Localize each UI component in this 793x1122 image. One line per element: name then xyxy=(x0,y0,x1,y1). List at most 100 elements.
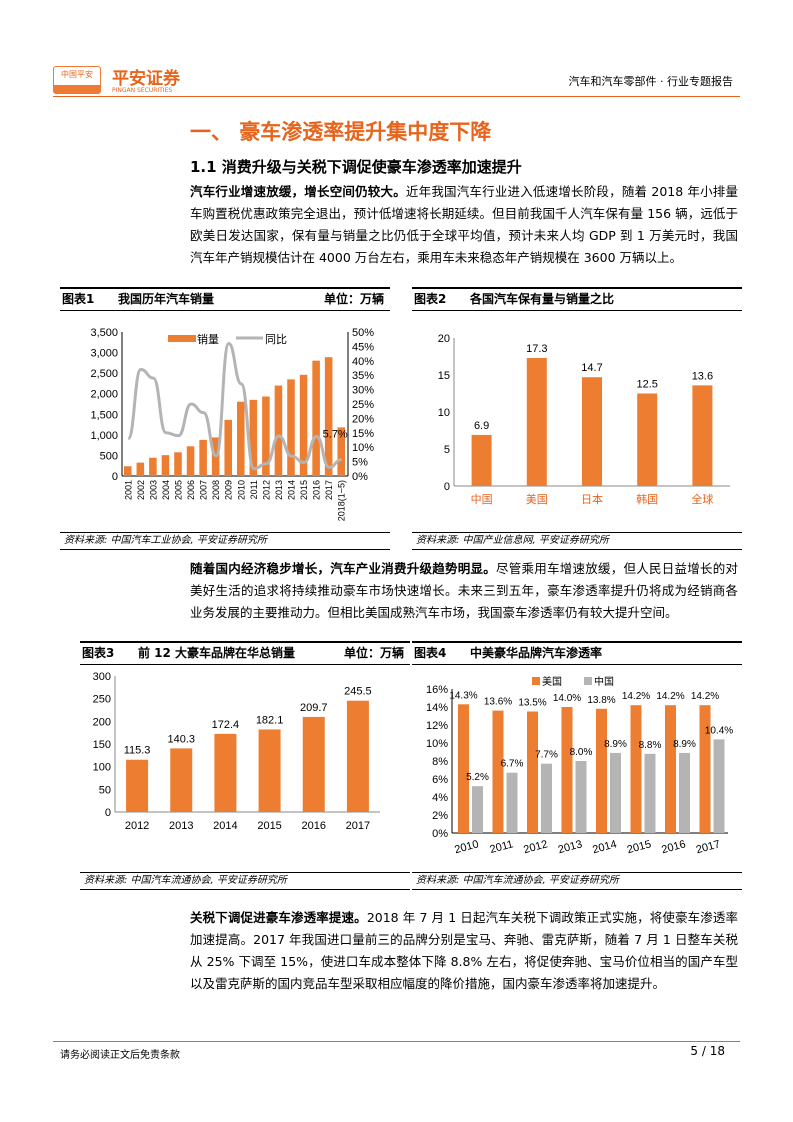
bar xyxy=(302,716,325,812)
figure-number: 图表3 xyxy=(82,646,115,660)
bar xyxy=(214,733,237,812)
x-tick-label: 韩国 xyxy=(636,492,658,506)
x-tick-label: 2012 xyxy=(522,838,549,856)
x-tick-label: 2013 xyxy=(169,820,193,832)
x-tick-label: 2007 xyxy=(199,480,209,500)
figure-title: 我国历年汽车销量 xyxy=(118,292,215,306)
data-label: 209.7 xyxy=(300,702,328,714)
x-tick-label: 2014 xyxy=(591,838,618,856)
y-tick-label: 20% xyxy=(352,413,374,425)
bar-china xyxy=(713,739,725,833)
data-label: 13.8% xyxy=(587,695,615,706)
data-label: 17.3 xyxy=(526,343,547,355)
para-lead: 关税下调促进豪车渗透率提速。 xyxy=(190,910,367,925)
bar-us xyxy=(458,704,469,833)
bar-china xyxy=(472,786,483,833)
y-tick-label: 3,500 xyxy=(90,327,118,339)
y-tick-label: 10 xyxy=(438,407,450,419)
y-tick-label: 300 xyxy=(93,671,111,683)
y-tick-label: 15% xyxy=(352,428,374,440)
section-title: 一、 豪车渗透率提升集中度下降 xyxy=(190,120,492,144)
line-yoy xyxy=(126,342,342,471)
page-number: 5 / 18 xyxy=(690,1044,725,1058)
bar-sales xyxy=(237,401,245,476)
subsection-title: 1.1 消费升级与关税下调促使豪车渗透率加速提升 xyxy=(190,158,522,176)
x-tick-label: 2001 xyxy=(123,480,133,500)
para-text: 尽管乘用车增速放缓，但人民日益增长的对美好生活的追求将持续推动豪车市场快速增长。… xyxy=(190,561,738,620)
bar-china xyxy=(644,753,656,833)
x-tick-label: 2017 xyxy=(695,838,722,856)
data-label: 245.5 xyxy=(344,686,372,698)
x-tick-label: 2016 xyxy=(660,838,687,856)
data-label: 8.9% xyxy=(673,739,696,750)
data-label: 10.4% xyxy=(705,725,733,736)
y-tick-label: 10% xyxy=(426,738,448,750)
footer-disclaimer[interactable]: 请务必阅读正文后免责条款 xyxy=(60,1050,180,1061)
bar-sales xyxy=(299,374,308,476)
x-tick-label: 2010 xyxy=(236,480,246,500)
x-tick-label: 2017 xyxy=(346,820,370,832)
x-tick-label: 2017 xyxy=(324,480,334,500)
paragraph-3: 关税下调促进豪车渗透率提速。2018 年 7 月 1 日起汽车关税下调政策正式实… xyxy=(190,907,738,995)
paragraph-1: 汽车行业增速放缓，增长空间仍较大。近年我国汽车行业进入低速增长阶段，随着 201… xyxy=(190,181,738,269)
paragraph-2: 随着国内经济稳步增长，汽车产业消费升级趋势明显。尽管乘用车增速放缓，但人民日益增… xyxy=(190,558,738,624)
bar-china xyxy=(610,752,621,833)
x-tick-label: 2015 xyxy=(299,480,309,500)
figure-title-bar: 图表3 前 12 大豪车品牌在华总销量 单位：万辆 xyxy=(80,641,410,665)
bar xyxy=(471,434,492,486)
bar-sales xyxy=(199,439,207,476)
y-tick-label: 50 xyxy=(99,784,111,796)
x-tick-label: 2012 xyxy=(261,480,271,500)
figure-title-bar: 图表4 中美豪华品牌汽车渗透率 xyxy=(412,641,742,665)
y-tick-label: 10% xyxy=(352,442,374,454)
figure-title: 前 12 大豪车品牌在华总销量 xyxy=(138,646,296,660)
data-label: 5.7% xyxy=(323,429,348,441)
bar xyxy=(692,385,713,486)
data-label: 115.3 xyxy=(124,745,151,757)
bar-us xyxy=(699,705,711,833)
figure-title: 各国汽车保有量与销量之比 xyxy=(470,292,615,306)
x-tick-label: 中国 xyxy=(471,493,493,506)
x-tick-label: 日本 xyxy=(581,492,603,506)
bar-sales xyxy=(337,427,345,476)
bar-sales xyxy=(224,419,232,476)
x-tick-label: 2015 xyxy=(626,838,653,856)
y-tick-label: 150 xyxy=(93,739,111,751)
data-label: 6.7% xyxy=(501,759,524,770)
x-tick-label: 2005 xyxy=(174,480,184,500)
y-tick-label: 5% xyxy=(352,457,368,469)
bar-us xyxy=(561,707,573,833)
header-divider xyxy=(53,96,740,97)
y-tick-label: 0% xyxy=(432,828,448,840)
chart-ratio: 0 5 10 15 20 6.9 中国 17.3 美国 14.7 日本 12.5 韩国 13.6 全球 xyxy=(438,333,730,506)
data-label: 13.5% xyxy=(518,698,546,709)
logo-sub-text: PINGAN SECURITIES xyxy=(112,87,173,94)
data-label: 140.3 xyxy=(167,733,195,745)
ping-an-logo: 中国平安 xyxy=(53,66,101,94)
y-tick-label: 20 xyxy=(438,333,450,345)
x-tick-label: 2008 xyxy=(211,480,221,500)
x-tick-label: 2012 xyxy=(125,820,149,832)
y-tick-label: 6% xyxy=(432,774,448,786)
x-tick-label: 全球 xyxy=(691,492,713,506)
legend-swatch-sales xyxy=(168,335,196,342)
x-tick-label: 2009 xyxy=(224,480,234,500)
footer-divider xyxy=(53,1041,740,1042)
bar xyxy=(526,357,547,486)
y-tick-label: 45% xyxy=(352,341,374,353)
bar-us xyxy=(630,705,642,833)
bar-sales xyxy=(136,462,145,476)
y-tick-label: 40% xyxy=(352,356,374,368)
data-label: 14.2% xyxy=(691,691,719,702)
bar-china xyxy=(541,763,552,833)
figure-number: 图表2 xyxy=(414,292,447,306)
figure-1: 图表1 我国历年汽车销量 单位：万辆 0 500 1,000 1,500 2,000 2,50… xyxy=(60,287,390,550)
y-tick-label: 0% xyxy=(352,471,368,483)
bar-us xyxy=(527,711,538,833)
bar-sales xyxy=(324,357,333,476)
para-text: 近年我国汽车行业进入低速增长阶段，随着 2018 年小排量车购置税优惠政策完全退… xyxy=(190,184,738,265)
bar-sales xyxy=(262,396,270,476)
data-label: 7.7% xyxy=(535,750,558,761)
bar-sales xyxy=(124,466,132,476)
